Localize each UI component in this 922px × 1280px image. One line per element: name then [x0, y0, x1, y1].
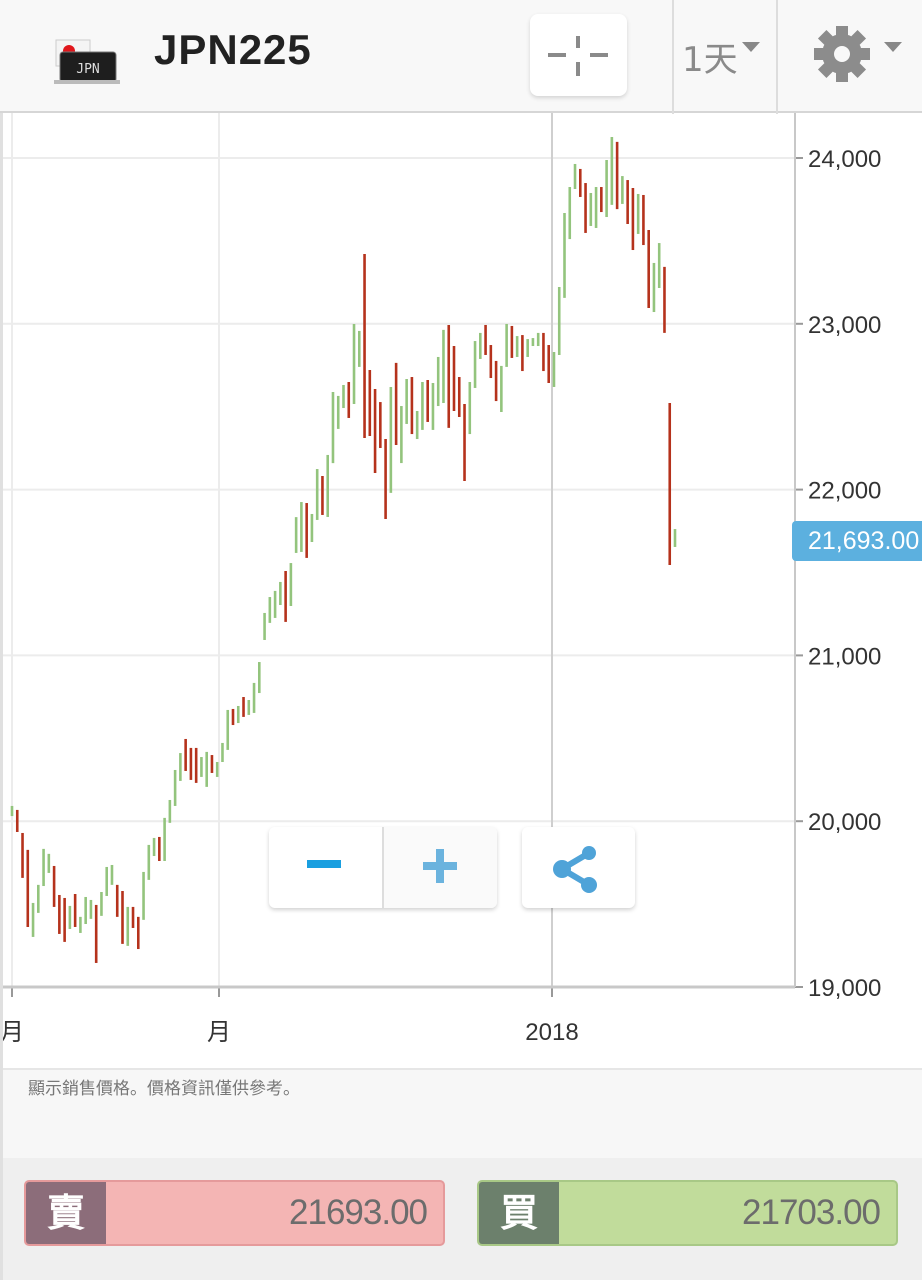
- gear-icon[interactable]: [812, 24, 872, 84]
- ohlc-bars: [10, 136, 677, 963]
- crosshair-icon: [548, 36, 608, 76]
- zoom-out-button[interactable]: [269, 827, 382, 908]
- chart-axes: 19,000 20,000 21,000 22,000 23,000 24,000 月 月 20…: [0, 113, 881, 1046]
- y-tick-label: 22,000: [808, 478, 881, 505]
- divider: [672, 0, 674, 114]
- x-tick-label: 月: [0, 1019, 24, 1046]
- x-tick-label: 2018: [525, 1019, 578, 1046]
- y-tick-label: 23,000: [808, 312, 881, 339]
- svg-text:JPN: JPN: [76, 62, 99, 77]
- share-icon: [553, 846, 597, 893]
- japan-flag-icon: JPN: [54, 39, 120, 84]
- x-tick-label: 月: [207, 1019, 231, 1046]
- caret-down-icon[interactable]: [742, 42, 760, 52]
- last-price-tag: 21,693.00: [792, 520, 922, 561]
- plus-icon: [423, 849, 457, 883]
- buy-price: 21703.00: [742, 1193, 881, 1232]
- disclaimer-area: [0, 1068, 922, 1160]
- divider: [776, 0, 778, 114]
- y-tick-label: 20,000: [808, 809, 881, 836]
- y-tick-label: 24,000: [808, 146, 881, 173]
- top-bar: JPN JPN225 1天: [0, 0, 922, 114]
- price-chart[interactable]: 19,000 20,000 21,000 22,000 23,000 24,000 月 月 20…: [0, 113, 922, 1068]
- buy-button[interactable]: 買 21703.00: [477, 1180, 898, 1246]
- caret-down-icon[interactable]: [884, 42, 902, 52]
- y-tick-label: 21,000: [808, 643, 881, 670]
- sell-label: 賣: [26, 1182, 106, 1244]
- buy-label: 買: [479, 1182, 559, 1244]
- sell-price: 21693.00: [289, 1193, 428, 1232]
- instrument-symbol: JPN225: [154, 26, 312, 73]
- period-selector[interactable]: 1天: [682, 40, 738, 80]
- crosshair-button[interactable]: [530, 14, 627, 96]
- minus-icon: [307, 860, 341, 868]
- scroll-edge: [0, 113, 3, 1280]
- share-button[interactable]: [522, 827, 635, 908]
- y-tick-label: 19,000: [808, 975, 881, 1002]
- sell-button[interactable]: 賣 21693.00: [24, 1180, 445, 1246]
- disclaimer-text: 顯示銷售價格。價格資訊僅供參考。: [28, 1079, 300, 1099]
- zoom-in-button[interactable]: [382, 827, 497, 908]
- zoom-controls: [269, 827, 497, 908]
